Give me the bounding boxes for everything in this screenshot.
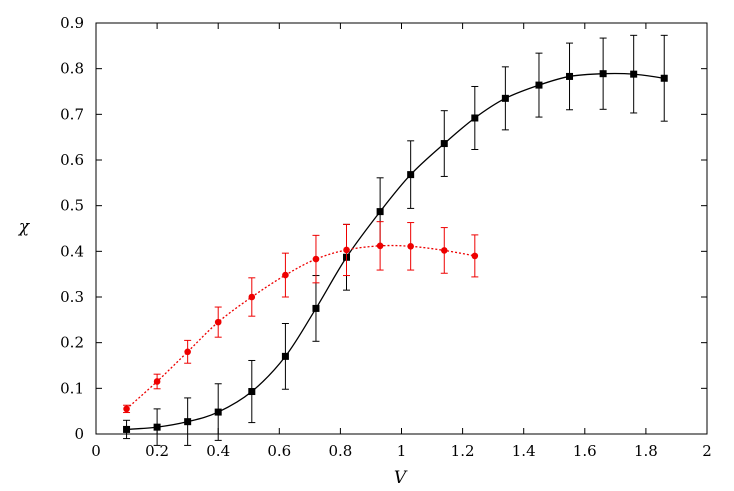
y-tick-label: 0 — [74, 425, 84, 443]
x-tick-label: 1.8 — [634, 442, 658, 460]
x-tick-label: 1.2 — [451, 442, 475, 460]
x-tick-label: 1.6 — [573, 442, 597, 460]
data-point — [281, 352, 289, 360]
x-tick-label: 0.4 — [206, 442, 230, 460]
data-point — [471, 252, 479, 260]
data-point — [660, 74, 668, 82]
data-point — [407, 243, 414, 250]
x-tick-label: 0 — [91, 442, 101, 460]
series-line — [126, 244, 475, 410]
x-axis-label: V — [394, 468, 408, 488]
data-point — [535, 81, 543, 89]
data-point — [440, 140, 448, 148]
data-point — [184, 418, 192, 426]
data-point — [440, 247, 448, 254]
series-2 — [123, 221, 479, 414]
data-point — [407, 171, 415, 179]
y-tick-label: 0.6 — [60, 151, 84, 169]
data-point — [248, 388, 256, 396]
data-point — [566, 72, 574, 80]
x-tick-label: 0.8 — [328, 442, 352, 460]
data-point — [153, 423, 161, 431]
data-point — [214, 408, 222, 416]
x-tick-label: 0.2 — [145, 442, 169, 460]
x-tick-label: 2 — [702, 442, 712, 460]
data-point — [312, 255, 320, 263]
data-point — [184, 348, 191, 356]
series-layer — [123, 34, 668, 446]
data-point — [376, 208, 384, 216]
data-point — [343, 246, 350, 254]
y-axis-label: χ — [18, 217, 31, 237]
series-1 — [123, 34, 668, 446]
y-tick-label: 0.3 — [60, 288, 84, 306]
y-tick-label: 0.1 — [60, 379, 84, 397]
data-point — [312, 304, 320, 312]
data-point — [282, 271, 289, 279]
x-tick-label: 1 — [397, 442, 407, 460]
x-tick-label: 1.4 — [512, 442, 536, 460]
y-tick-label: 0.5 — [60, 197, 84, 215]
x-tick-label: 0.6 — [267, 442, 291, 460]
y-tick-label: 0.9 — [60, 14, 84, 32]
data-point — [123, 405, 130, 413]
data-point — [153, 378, 161, 385]
data-point — [123, 425, 131, 433]
y-tick-label: 0.4 — [60, 242, 84, 260]
data-point — [599, 70, 607, 78]
y-tick-label: 0.2 — [60, 334, 84, 352]
data-point — [471, 114, 479, 122]
data-point — [630, 70, 638, 78]
y-tick-label: 0.7 — [60, 105, 84, 123]
data-point — [501, 94, 509, 102]
y-tick-label: 0.8 — [60, 60, 84, 78]
series-line — [126, 72, 665, 431]
data-point — [376, 242, 384, 250]
axis-ticks: 0 0.2 0.4 0.6 0.8 1 1.2 1.4 1.6 1.8 2 0 0.1 0.2 0.3 0.4… — [60, 14, 712, 460]
data-point — [214, 318, 222, 326]
plot-frame — [95, 22, 708, 435]
data-point — [248, 293, 256, 301]
